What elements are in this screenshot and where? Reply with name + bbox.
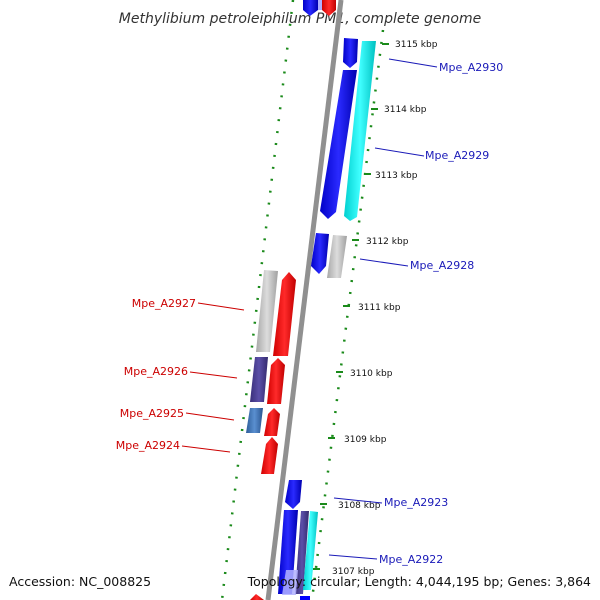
gene-feature-mpe-a2930-cyan bbox=[344, 41, 376, 221]
gene-label-mpe-a2930[interactable]: Mpe_A2930 bbox=[439, 61, 503, 74]
gene-feature-mpe-a2925-steel bbox=[246, 408, 263, 433]
tick-label-3113: 3113 kbp bbox=[375, 171, 418, 181]
gene-label-mpe-a2925[interactable]: Mpe_A2925 bbox=[120, 407, 184, 420]
accession-text: Accession: NC_008825 bbox=[9, 574, 151, 589]
topology-text: Topology: circular; Length: 4,044,195 bp… bbox=[247, 574, 591, 589]
gene-feature-top-lavender bbox=[318, 0, 322, 10]
gene-feature-top-blue bbox=[303, 0, 318, 16]
gene-feature-mpe-a2928-grey bbox=[327, 235, 347, 278]
tick-label-3112: 3112 kbp bbox=[366, 237, 409, 247]
gene-label-mpe-a2923[interactable]: Mpe_A2923 bbox=[384, 496, 448, 509]
gene-label-mpe-a2924[interactable]: Mpe_A2924 bbox=[116, 439, 180, 452]
gene-feature-purple-c bbox=[295, 511, 309, 594]
tick-label-3115: 3115 kbp bbox=[395, 40, 438, 50]
gene-label-mpe-a2928[interactable]: Mpe_A2928 bbox=[410, 259, 474, 272]
gene-feature-mpe-a2926-red bbox=[267, 358, 285, 404]
leader-mpe-a2923 bbox=[333, 497, 383, 504]
gene-feature-bottom-blue bbox=[300, 596, 310, 600]
gene-feature-mpe-a2924-red bbox=[261, 437, 278, 474]
gene-feature-bottom-red bbox=[250, 594, 264, 600]
leader-mpe-a2924 bbox=[181, 445, 231, 453]
tick-label-3110: 3110 kbp bbox=[350, 369, 393, 379]
tick-label-3109: 3109 kbp bbox=[344, 435, 387, 445]
gene-feature-mpe-a2923-blue bbox=[285, 480, 302, 509]
tick-marks bbox=[313, 43, 389, 570]
tick-label-3107: 3107 kbp bbox=[332, 567, 375, 577]
genome-title: Methylibium petroleiphilum PM1, complete… bbox=[119, 11, 481, 27]
genome-backbone bbox=[265, 0, 344, 600]
gene-feature-top-red bbox=[322, 0, 336, 16]
tick-label-3108: 3108 kbp bbox=[338, 501, 381, 511]
leader-mpe-a2925 bbox=[185, 412, 235, 421]
gene-label-mpe-a2927[interactable]: Mpe_A2927 bbox=[132, 297, 196, 310]
gene-feature-mpe-a2927-red bbox=[273, 272, 296, 356]
gene-feature-mpe-a2925-red bbox=[264, 408, 280, 436]
gene-feature-mpe-a2926-purple bbox=[250, 357, 268, 402]
gene-feature-mpe-a2929-blue bbox=[320, 70, 357, 219]
leader-mpe-a2922 bbox=[328, 554, 378, 560]
gene-feature-lavender-c bbox=[282, 570, 298, 595]
tick-label-3114: 3114 kbp bbox=[384, 105, 427, 115]
gene-feature-blue-a bbox=[343, 38, 358, 68]
gene-feature-blue-b bbox=[311, 233, 329, 274]
gene-label-mpe-a2922[interactable]: Mpe_A2922 bbox=[379, 553, 443, 566]
leader-mpe-a2928 bbox=[359, 258, 409, 267]
gene-feature-cyan-c bbox=[303, 511, 318, 590]
gene-feature-mpe-a2927-grey bbox=[256, 270, 278, 352]
gene-label-mpe-a2926[interactable]: Mpe_A2926 bbox=[124, 365, 188, 378]
leader-mpe-a2927 bbox=[197, 302, 245, 311]
leader-mpe-a2929 bbox=[374, 147, 425, 157]
gene-label-mpe-a2929[interactable]: Mpe_A2929 bbox=[425, 149, 489, 162]
leader-mpe-a2926 bbox=[189, 371, 238, 379]
leader-mpe-a2930 bbox=[388, 58, 438, 68]
tick-label-3111: 3111 kbp bbox=[358, 303, 401, 313]
